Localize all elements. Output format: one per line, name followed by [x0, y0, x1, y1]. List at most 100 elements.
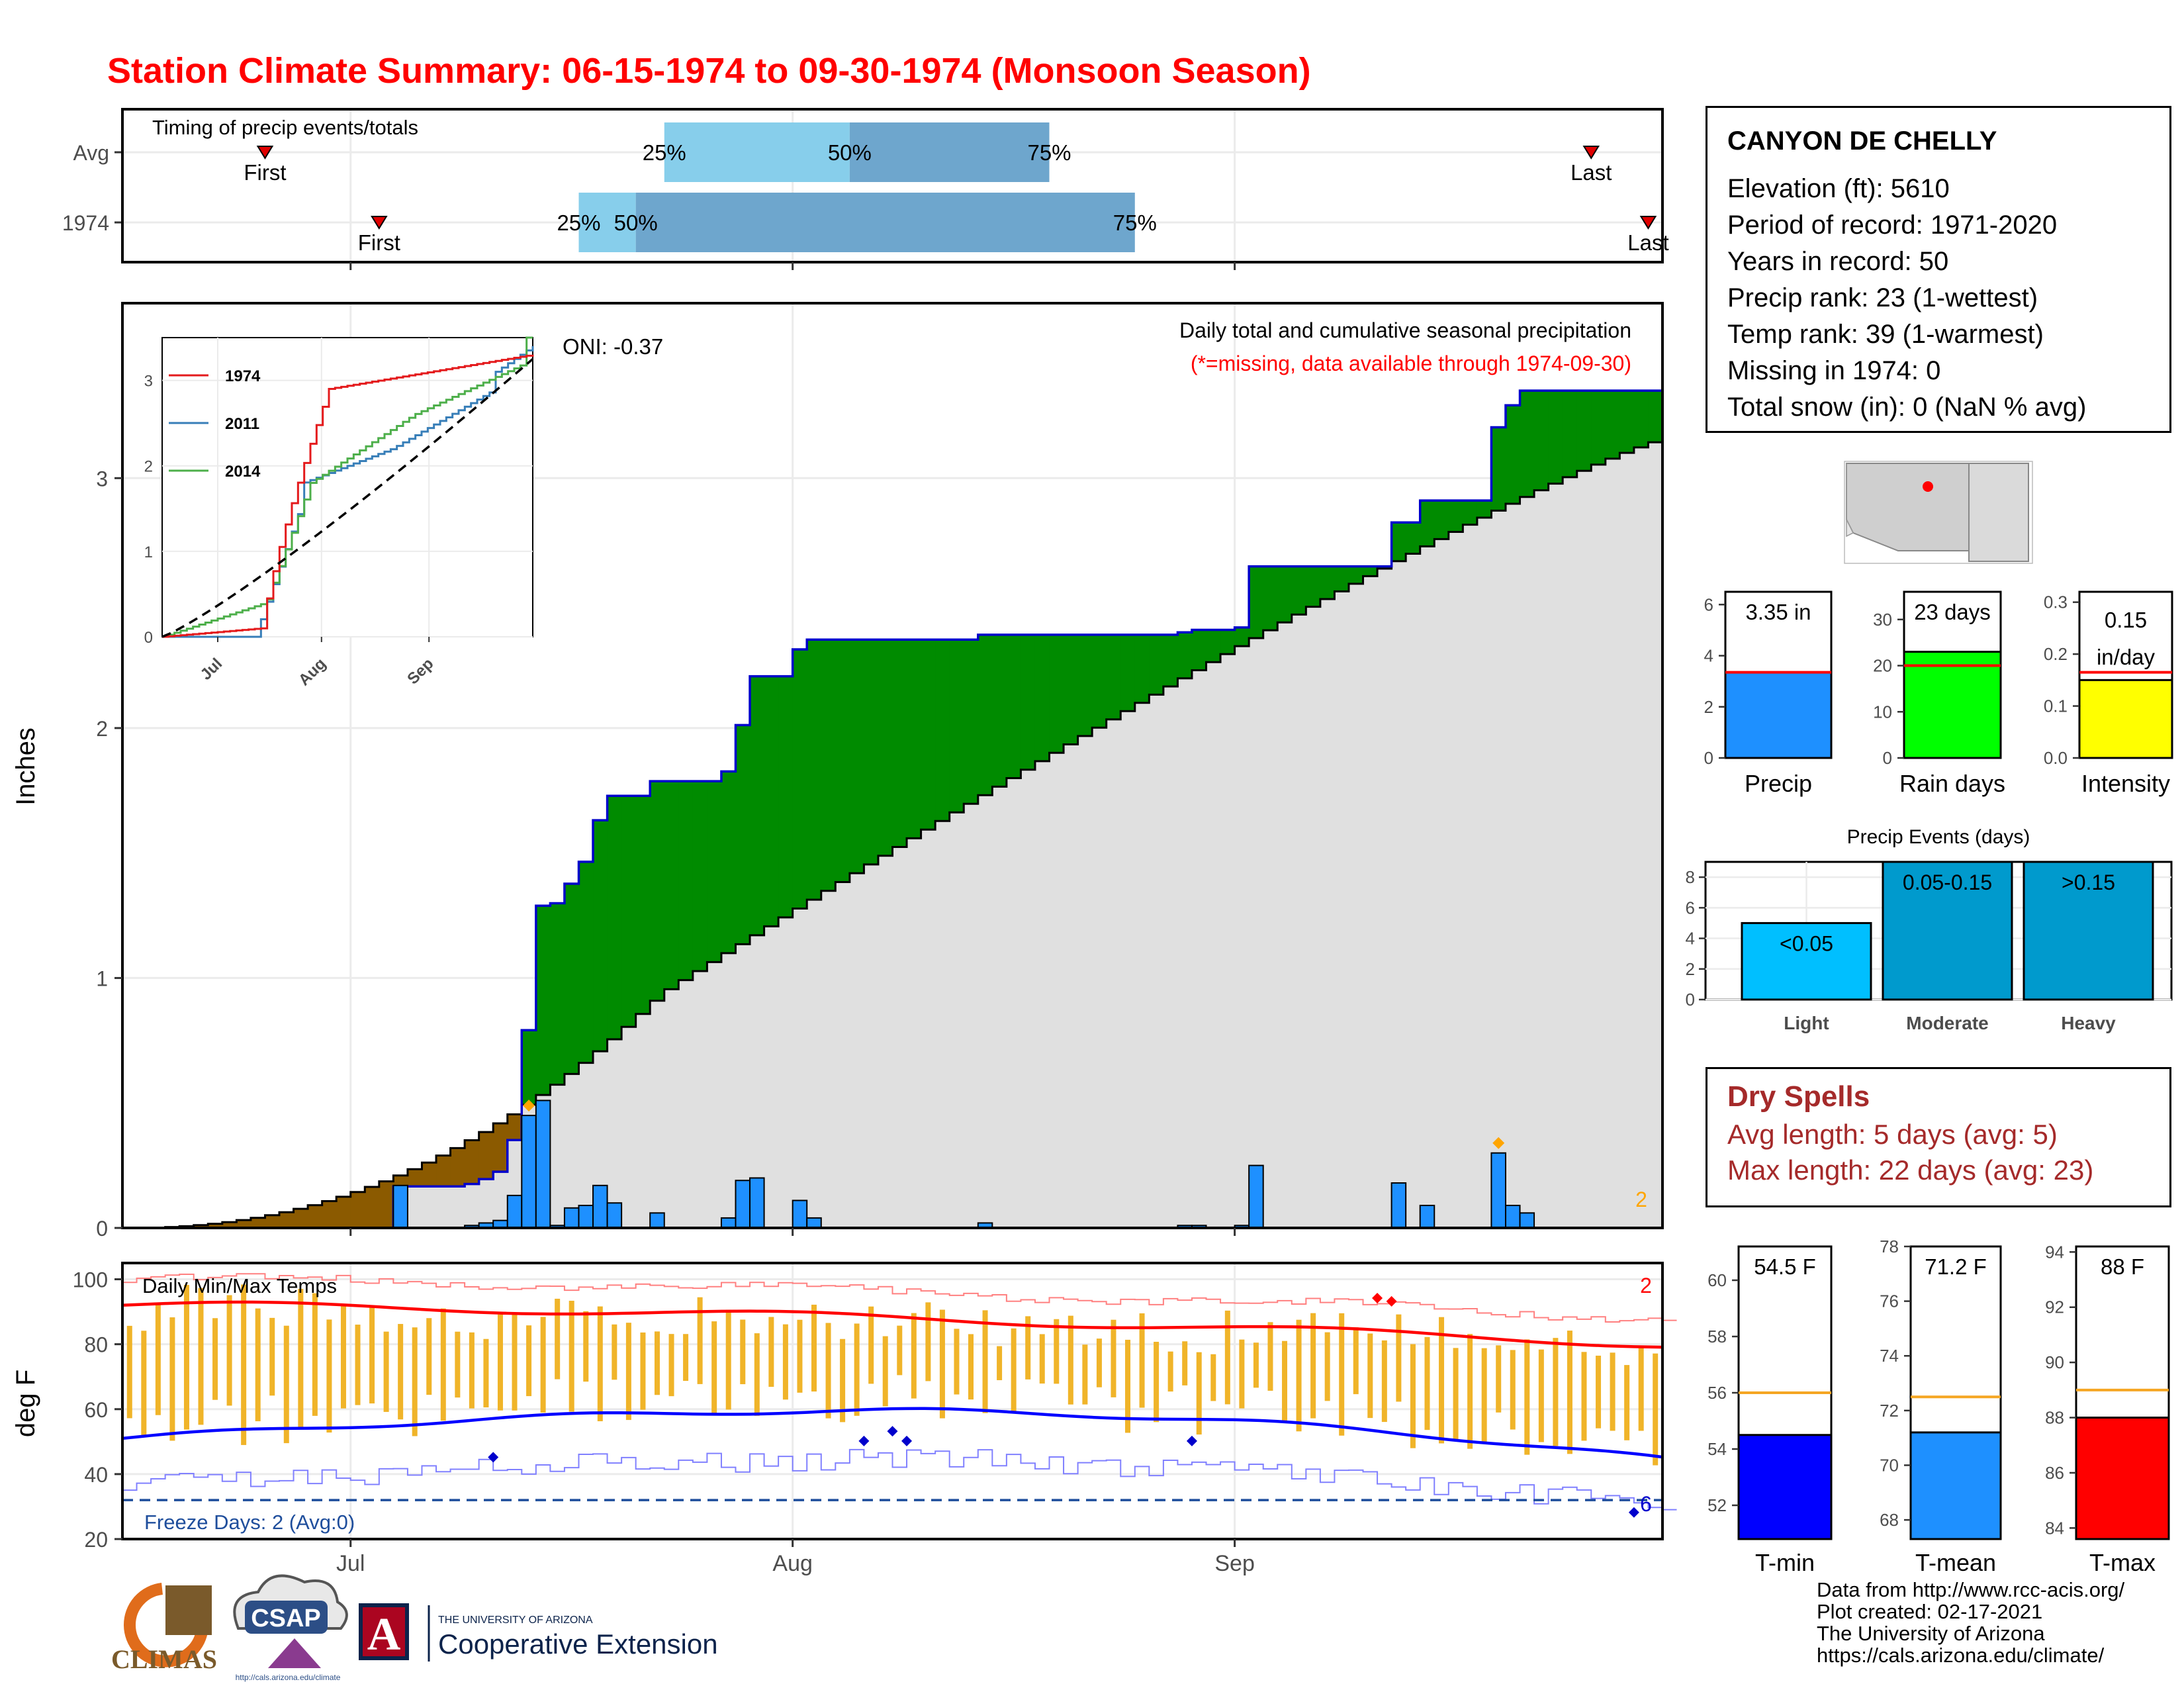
daily-temp-bar — [569, 1301, 574, 1412]
below-average-fill — [507, 1114, 522, 1141]
inset-line-2014 — [162, 336, 533, 638]
daily-precip-marker — [1492, 1137, 1505, 1149]
above-average-fill — [1520, 391, 1535, 497]
summary_tmax-ytick-label: 92 — [2045, 1297, 2064, 1317]
events-ytick-label: 8 — [1686, 867, 1695, 887]
quartile-box-dark — [849, 122, 1050, 182]
record-low-marker — [1186, 1435, 1197, 1446]
daily-temp-bar — [1296, 1319, 1302, 1432]
inset-ytick-label: 2 — [144, 458, 153, 476]
above-average-fill — [1448, 500, 1463, 532]
daily-temp-bar — [183, 1285, 189, 1430]
precip-ytick-label: 2 — [96, 717, 108, 741]
daily-temp-bar — [982, 1310, 988, 1413]
inset-legend-label: 1974 — [225, 367, 261, 385]
daily-temp-bar — [1182, 1341, 1188, 1385]
daily-precip-bar — [792, 1199, 808, 1229]
above-average-fill — [1563, 391, 1578, 477]
daily-temp-bar — [1538, 1349, 1544, 1442]
record-min-line — [122, 1448, 1677, 1511]
above-average-fill — [1420, 500, 1435, 547]
daily-temp-bar — [640, 1332, 646, 1410]
above-average-fill — [1434, 500, 1449, 539]
daily-temp-bar — [882, 1336, 888, 1407]
above-average-fill — [1049, 634, 1064, 753]
record-min-count: 6 — [1640, 1492, 1652, 1516]
events-ytick-label: 6 — [1686, 898, 1695, 917]
timing-frame — [121, 108, 1664, 263]
temps-xtick-label: Jul — [336, 1551, 365, 1576]
credit-university: The University of Arizona — [1817, 1622, 2045, 1645]
above-average-fill — [593, 820, 608, 1052]
daily-temp-bar — [255, 1308, 261, 1422]
precip-ytick-label: 0 — [96, 1217, 108, 1241]
above-average-fill — [892, 639, 907, 847]
summary_raindays-category-label: Rain days — [1899, 770, 2005, 797]
csap-logo-text: CSAP — [251, 1605, 321, 1632]
above-average-fill — [692, 781, 707, 972]
summary_precip-ytick-label: 4 — [1704, 646, 1713, 666]
ua-small-text: THE UNIVERSITY OF ARIZONA — [438, 1615, 593, 1626]
record-high-marker — [1372, 1292, 1383, 1303]
daily-precip-bar — [392, 1184, 408, 1229]
daily-precip-bar — [535, 1100, 551, 1229]
temp-rank-text: Temp rank: 39 (1-warmest) — [1727, 320, 2044, 349]
summary_tmin-ytick-label: 52 — [1707, 1495, 1727, 1515]
record-max-count: 2 — [1640, 1274, 1652, 1297]
above-average-fill — [949, 639, 964, 813]
below-average-fill — [365, 1186, 380, 1228]
daily-temp-bar — [1011, 1328, 1017, 1413]
summary_intensity-ytick-label: 0.3 — [2044, 592, 2068, 612]
daily-temp-bar — [997, 1346, 1003, 1380]
events-bar — [1741, 921, 1872, 1001]
above-average-fill — [1064, 634, 1079, 745]
above-average-fill — [1406, 522, 1421, 554]
above-average-fill — [835, 639, 850, 882]
below-average-fill — [208, 1223, 223, 1228]
above-average-fill — [650, 781, 665, 1001]
daily-temp-bar — [1339, 1313, 1345, 1436]
temps-ytick-label: 60 — [84, 1398, 108, 1422]
above-average-fill — [1106, 634, 1121, 720]
events-title: Precip Events (days) — [1847, 826, 2030, 848]
quartile-box-dark — [635, 193, 1135, 252]
quartile-label-75: 75% — [1113, 211, 1157, 235]
ua-big-text: Cooperative Extension — [438, 1628, 718, 1660]
summary_tmean-ytick-label: 68 — [1880, 1510, 1899, 1530]
temps-xtick-label: Sep — [1214, 1551, 1255, 1576]
daily-precip-bar — [735, 1180, 751, 1229]
below-average-fill — [222, 1222, 237, 1228]
inset-avg-line — [161, 357, 534, 638]
summary_precip-ytick-label: 0 — [1704, 748, 1713, 768]
dry-spells-box: Dry Spells Avg length: 5 days (avg: 5) M… — [1706, 1067, 2171, 1207]
daily-temp-bar — [1638, 1346, 1644, 1431]
daily-temp-bar — [625, 1323, 631, 1421]
above-average-fill — [778, 676, 794, 917]
first-marker — [371, 216, 388, 230]
summary_tmin-bar — [1737, 1434, 1833, 1540]
daily-temp-bar — [283, 1325, 289, 1444]
below-average-fill — [250, 1217, 265, 1228]
daily-temp-bar — [555, 1298, 561, 1380]
above-average-fill — [1605, 391, 1620, 459]
daily-precip-bar — [1519, 1212, 1535, 1229]
california-shape — [1846, 463, 1854, 538]
above-average-fill — [935, 639, 950, 821]
daily-temp-bar — [1310, 1313, 1316, 1419]
summary_precip-category-label: Precip — [1745, 770, 1812, 797]
summary_tmax-category-label: T-max — [2089, 1549, 2156, 1576]
above-average-fill — [1163, 634, 1178, 687]
summary_raindays-ytick-label: 30 — [1873, 610, 1892, 630]
events-bar — [2023, 861, 2154, 1001]
summary_tmax-bar — [2075, 1417, 2170, 1540]
above-average-fill — [1206, 630, 1221, 663]
inset-ytick-label: 1 — [144, 543, 153, 561]
precip-rank-text: Precip rank: 23 (1-wettest) — [1727, 283, 2038, 312]
daily-temp-bar — [198, 1288, 204, 1425]
summary_tmin-ytick-label: 54 — [1707, 1439, 1727, 1459]
above-average-fill — [1234, 627, 1250, 647]
below-average-fill — [436, 1155, 451, 1187]
below-average-fill — [422, 1162, 437, 1187]
summary_precip-value-label: 3.35 in — [1745, 600, 1811, 624]
daily-temp-bar — [369, 1306, 375, 1404]
